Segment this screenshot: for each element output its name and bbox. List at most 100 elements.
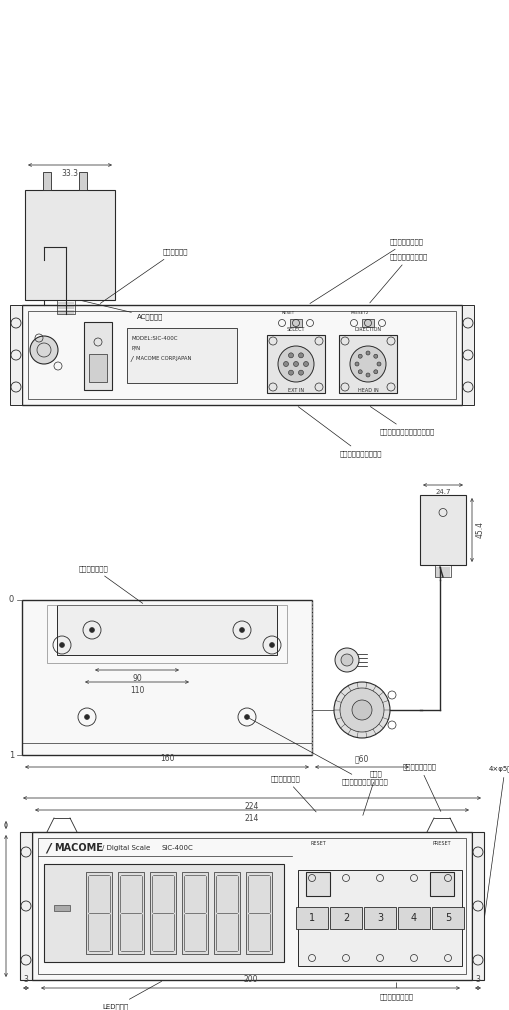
Text: 外部入力コネクタ: 外部入力コネクタ [309,238,423,304]
Text: 160: 160 [159,754,174,763]
Circle shape [269,642,274,647]
Circle shape [341,654,352,666]
Bar [54,905,70,911]
Bar [295,907,327,929]
Text: デジタルスイッチ: デジタルスイッチ [379,983,413,1000]
Bar [429,872,453,896]
Text: SELECT: SELECT [286,327,305,332]
Circle shape [239,627,244,632]
Bar [329,907,361,929]
Bar [338,335,396,393]
Circle shape [89,627,94,632]
Circle shape [373,355,377,359]
Bar [461,305,473,405]
Bar [245,872,271,954]
Bar [431,907,463,929]
Circle shape [334,648,358,672]
Text: 200: 200 [243,975,257,984]
Bar [434,565,450,577]
Text: DIRECTION: DIRECTION [354,327,381,332]
Text: ACアダプタ: ACアダプタ [81,301,163,320]
Text: P/N: P/N [132,346,141,351]
Circle shape [298,370,303,375]
Text: 約60: 約60 [354,754,369,763]
Bar [127,328,237,383]
Circle shape [333,682,389,738]
Text: 2: 2 [342,913,349,923]
Bar [22,600,312,755]
Bar [20,832,32,980]
Circle shape [365,373,369,377]
Bar [84,322,112,390]
Text: 1: 1 [9,750,14,760]
Bar [86,872,112,954]
Text: LED表示部: LED表示部 [103,982,161,1010]
Bar [363,907,395,929]
Text: RESET: RESET [309,841,325,846]
Text: EXT IN: EXT IN [288,388,303,393]
Text: 積重ネブラケット取付穴: 積重ネブラケット取付穴 [249,718,388,785]
Text: 224: 224 [244,802,259,811]
Bar [150,872,176,954]
Circle shape [60,642,64,647]
Bar [290,319,301,327]
Circle shape [244,714,249,719]
Bar [419,495,465,565]
Text: 24.7: 24.7 [434,489,450,495]
Bar [305,872,329,896]
Bar [44,864,284,962]
Bar [267,335,324,393]
Text: 4: 4 [410,913,416,923]
Circle shape [303,362,308,367]
Text: 1: 1 [308,913,315,923]
Circle shape [373,370,377,374]
Text: 0: 0 [9,596,14,605]
Text: 90: 90 [132,674,142,683]
Bar [28,311,455,399]
Bar [361,319,373,327]
Bar [182,872,208,954]
Text: 7: 7 [0,822,2,827]
Bar [32,832,471,980]
Circle shape [376,362,380,366]
Bar [397,907,429,929]
Text: 60: 60 [0,901,2,911]
Text: プリセットボタン: プリセットボタン [402,764,440,811]
Text: SIC-400C: SIC-400C [162,845,193,851]
Text: / Digital Scale: / Digital Scale [102,845,150,851]
Circle shape [293,362,298,367]
Text: MODEL:SIC-400C: MODEL:SIC-400C [132,336,178,341]
Circle shape [357,370,361,374]
Text: 固定ブラケット: 固定ブラケット [79,565,143,603]
Text: 3: 3 [474,975,479,984]
Text: 5: 5 [444,913,450,923]
Text: MACOME CORP.JAPAN: MACOME CORP.JAPAN [136,356,191,361]
Circle shape [283,362,288,367]
Circle shape [365,351,369,355]
Circle shape [357,355,361,359]
Text: /: / [46,841,50,854]
Bar [79,172,87,190]
Text: 電源スイッチ: 電源スイッチ [100,248,187,303]
Circle shape [30,336,58,364]
Circle shape [84,714,89,719]
Text: 3: 3 [23,975,29,984]
Bar [25,190,115,300]
Bar [89,354,107,382]
Text: リセットボタン: リセットボタン [271,776,316,812]
Text: /: / [131,356,133,362]
Bar [47,605,287,663]
Bar [214,872,240,954]
Bar [57,605,276,655]
Circle shape [288,352,293,358]
Text: 214: 214 [244,814,259,823]
Bar [43,172,51,190]
Bar [118,872,144,954]
Circle shape [354,362,358,366]
Text: HEAD IN: HEAD IN [357,388,378,393]
Circle shape [277,346,314,382]
Bar [22,305,461,405]
Circle shape [298,352,303,358]
Text: 33.3: 33.3 [62,169,78,178]
Text: 外部入力切換スイッチ: 外部入力切換スイッチ [298,407,382,457]
